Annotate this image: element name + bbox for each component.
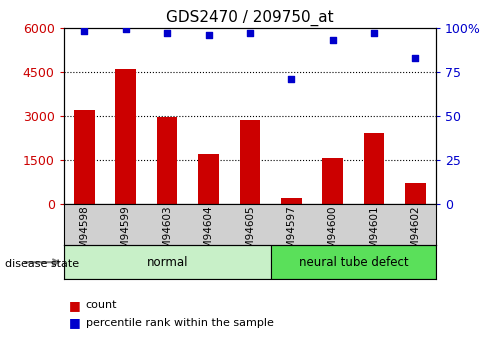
- Text: GSM94605: GSM94605: [245, 206, 255, 262]
- Bar: [157, 117, 177, 204]
- Text: GSM94601: GSM94601: [369, 206, 379, 262]
- Bar: [281, 198, 302, 204]
- Text: GSM94598: GSM94598: [79, 206, 89, 262]
- Point: [412, 55, 419, 60]
- Bar: [364, 133, 384, 204]
- Bar: [240, 120, 260, 204]
- Text: normal: normal: [147, 256, 188, 269]
- Text: neural tube defect: neural tube defect: [298, 256, 408, 269]
- Text: disease state: disease state: [5, 259, 79, 269]
- Bar: [64, 245, 270, 279]
- Title: GDS2470 / 209750_at: GDS2470 / 209750_at: [166, 10, 334, 26]
- Point: [205, 32, 213, 37]
- Point: [122, 27, 130, 32]
- Text: GSM94602: GSM94602: [411, 206, 420, 262]
- Point: [246, 30, 254, 36]
- Bar: [116, 69, 136, 204]
- Text: GSM94600: GSM94600: [328, 206, 338, 262]
- Text: GSM94597: GSM94597: [286, 206, 296, 262]
- Point: [370, 30, 378, 36]
- Bar: [270, 245, 436, 279]
- Text: GSM94599: GSM94599: [121, 206, 131, 262]
- Bar: [322, 158, 343, 204]
- Point: [329, 37, 337, 43]
- Text: count: count: [86, 300, 117, 310]
- Bar: [74, 110, 95, 204]
- Text: ■: ■: [69, 316, 80, 329]
- Point: [80, 28, 88, 34]
- Text: percentile rank within the sample: percentile rank within the sample: [86, 318, 273, 327]
- Point: [163, 30, 171, 36]
- Text: GSM94603: GSM94603: [162, 206, 172, 262]
- Text: ■: ■: [69, 299, 80, 312]
- Bar: [198, 154, 219, 204]
- Bar: [405, 183, 426, 204]
- Text: GSM94604: GSM94604: [203, 206, 214, 262]
- Point: [287, 76, 295, 81]
